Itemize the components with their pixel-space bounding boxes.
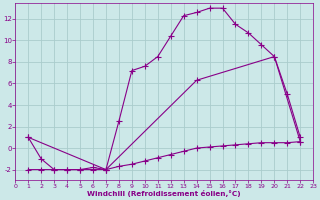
- X-axis label: Windchill (Refroidissement éolien,°C): Windchill (Refroidissement éolien,°C): [87, 190, 241, 197]
